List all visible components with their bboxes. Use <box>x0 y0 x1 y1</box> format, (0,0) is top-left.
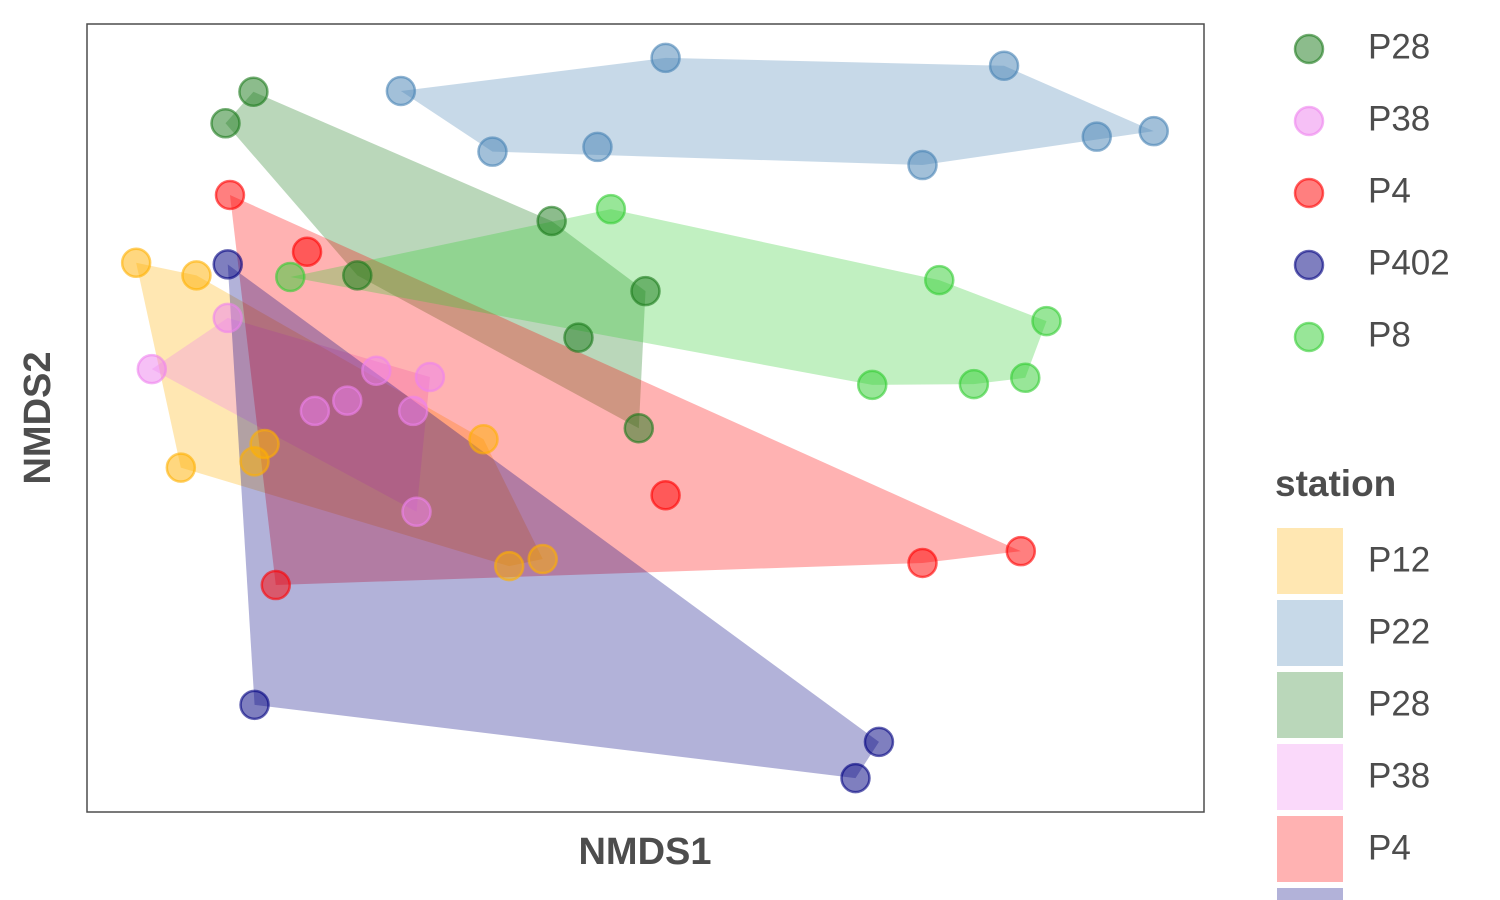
legend-point <box>1293 33 1325 65</box>
point <box>385 75 417 107</box>
point <box>239 689 270 721</box>
legend-swatch <box>1277 888 1343 900</box>
point <box>958 368 990 400</box>
point <box>1010 362 1041 394</box>
point <box>291 236 323 267</box>
point <box>650 479 681 511</box>
point <box>907 547 938 579</box>
point <box>136 353 168 385</box>
hull <box>229 194 1021 586</box>
legend-swatch <box>1277 744 1343 810</box>
point <box>299 395 331 427</box>
point <box>1138 115 1169 147</box>
legend-label: P8 <box>1368 315 1411 354</box>
legend-label: P38 <box>1368 756 1430 795</box>
point <box>563 322 594 353</box>
hull <box>400 57 1154 166</box>
point <box>401 496 432 528</box>
point <box>397 395 429 427</box>
point <box>275 261 306 293</box>
point <box>988 50 1020 82</box>
point <box>477 136 508 167</box>
hull <box>227 264 879 779</box>
legend-label: P12 <box>1368 540 1430 579</box>
point <box>536 205 567 237</box>
x-axis-title: NMDS1 <box>578 831 711 873</box>
legend-title: station <box>1275 463 1396 504</box>
legend-point <box>1293 321 1325 353</box>
hull <box>290 209 1047 385</box>
point <box>361 355 392 386</box>
legend-swatch <box>1277 816 1343 882</box>
point <box>1031 305 1062 337</box>
legend-label: P4 <box>1368 828 1411 867</box>
point <box>924 264 955 296</box>
legend-swatch <box>1277 528 1343 594</box>
panel-border <box>86 23 1205 813</box>
point <box>212 302 243 334</box>
y-axis-title: NMDS2 <box>17 351 59 484</box>
point <box>238 76 269 108</box>
legend-point <box>1293 249 1325 281</box>
hull <box>151 317 430 512</box>
legend-point <box>1293 177 1325 209</box>
legend-label: P28 <box>1368 684 1430 723</box>
point <box>582 131 613 163</box>
point <box>650 42 681 74</box>
point <box>857 369 888 401</box>
point <box>1081 121 1113 152</box>
point <box>165 452 197 483</box>
point <box>342 260 373 291</box>
point <box>414 361 446 393</box>
point <box>1005 535 1037 567</box>
point <box>214 179 246 211</box>
point <box>623 412 655 444</box>
legend-swatch <box>1277 672 1343 738</box>
point <box>181 260 212 291</box>
legend-label: P22 <box>1368 612 1430 651</box>
point <box>249 428 280 460</box>
point <box>210 108 241 139</box>
legend-label: P28 <box>1368 27 1430 66</box>
legend-label: P402 <box>1368 243 1450 282</box>
point <box>493 550 525 582</box>
point <box>260 569 292 601</box>
hull <box>225 91 646 429</box>
legend-label: P4 <box>1368 171 1411 210</box>
point <box>212 249 243 280</box>
point <box>630 275 661 307</box>
point <box>527 543 558 575</box>
point <box>863 726 895 758</box>
point <box>595 193 627 225</box>
legend-swatch <box>1277 600 1343 666</box>
legend-point <box>1293 105 1325 137</box>
point <box>120 247 152 279</box>
point <box>468 424 499 455</box>
legend-label: P38 <box>1368 99 1430 138</box>
point <box>907 149 938 181</box>
point <box>840 762 871 794</box>
hull <box>136 262 543 567</box>
point <box>332 385 363 416</box>
